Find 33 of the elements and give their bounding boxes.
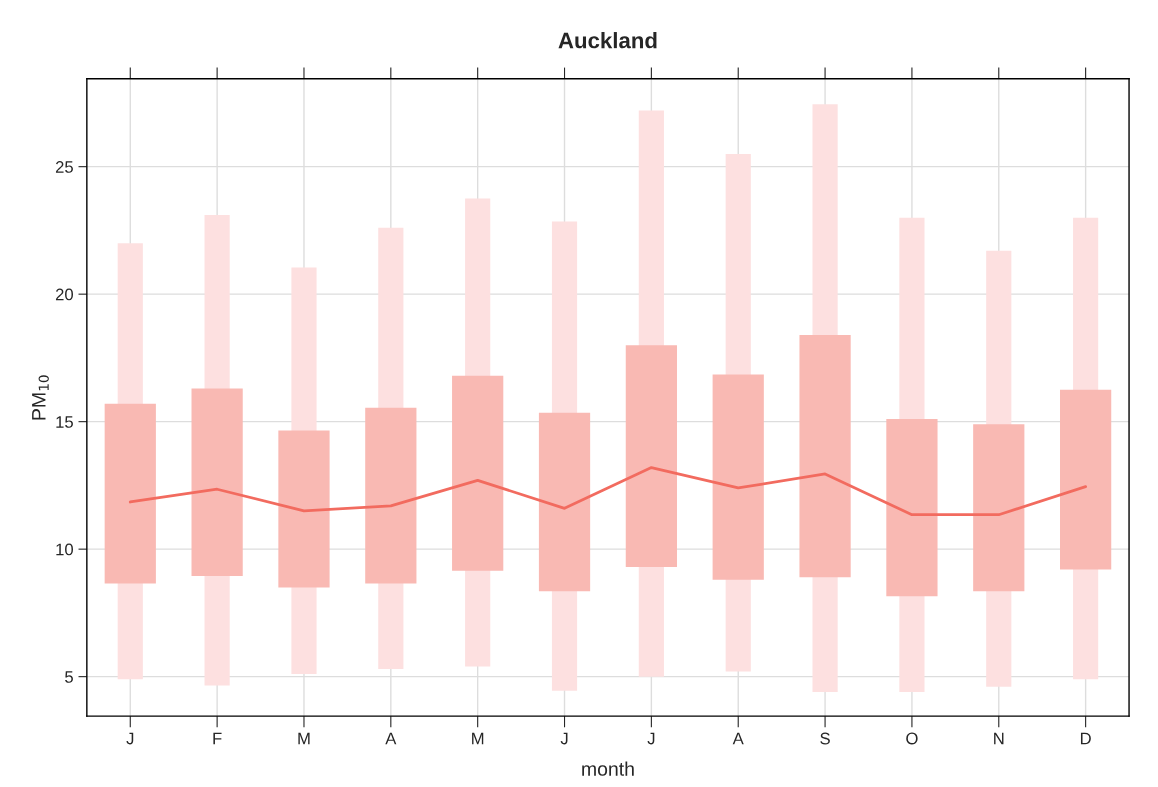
x-tick-label: N [994, 732, 1004, 745]
x-tick-label: D [1080, 732, 1091, 745]
bar [452, 375, 504, 571]
bar [1060, 389, 1112, 570]
bar [365, 407, 417, 584]
bar [104, 403, 156, 584]
bar [625, 345, 677, 567]
x-tick-label: M [472, 732, 484, 745]
y-axis-title: PM$_{10}$ [32, 375, 49, 420]
bar [886, 419, 938, 597]
y-tick-label: 10 [56, 543, 74, 556]
bar [278, 430, 330, 588]
bar [973, 424, 1025, 592]
chart-title: Auckland [558, 32, 657, 49]
bar [712, 374, 764, 580]
x-tick-label: A [385, 732, 397, 745]
x-tick-label: O [906, 732, 918, 745]
y-tick-label: 15 [56, 416, 73, 428]
bar [799, 334, 851, 578]
y-tick-label: 25 [55, 161, 73, 173]
x-tick-label: J [560, 732, 568, 745]
bar [538, 412, 591, 592]
x-axis-title: month [582, 761, 634, 776]
x-tick-label: A [732, 732, 744, 745]
y-tick-label: 20 [55, 288, 74, 301]
bar [191, 388, 243, 576]
x-tick-label: S [820, 732, 830, 745]
x-tick-label: M [298, 732, 310, 745]
y-tick-label: 5 [65, 671, 73, 683]
line-series [128, 466, 1088, 517]
x-tick-label: F [213, 732, 222, 745]
x-tick-label: J [126, 732, 134, 745]
x-tick-label: J [647, 732, 655, 745]
